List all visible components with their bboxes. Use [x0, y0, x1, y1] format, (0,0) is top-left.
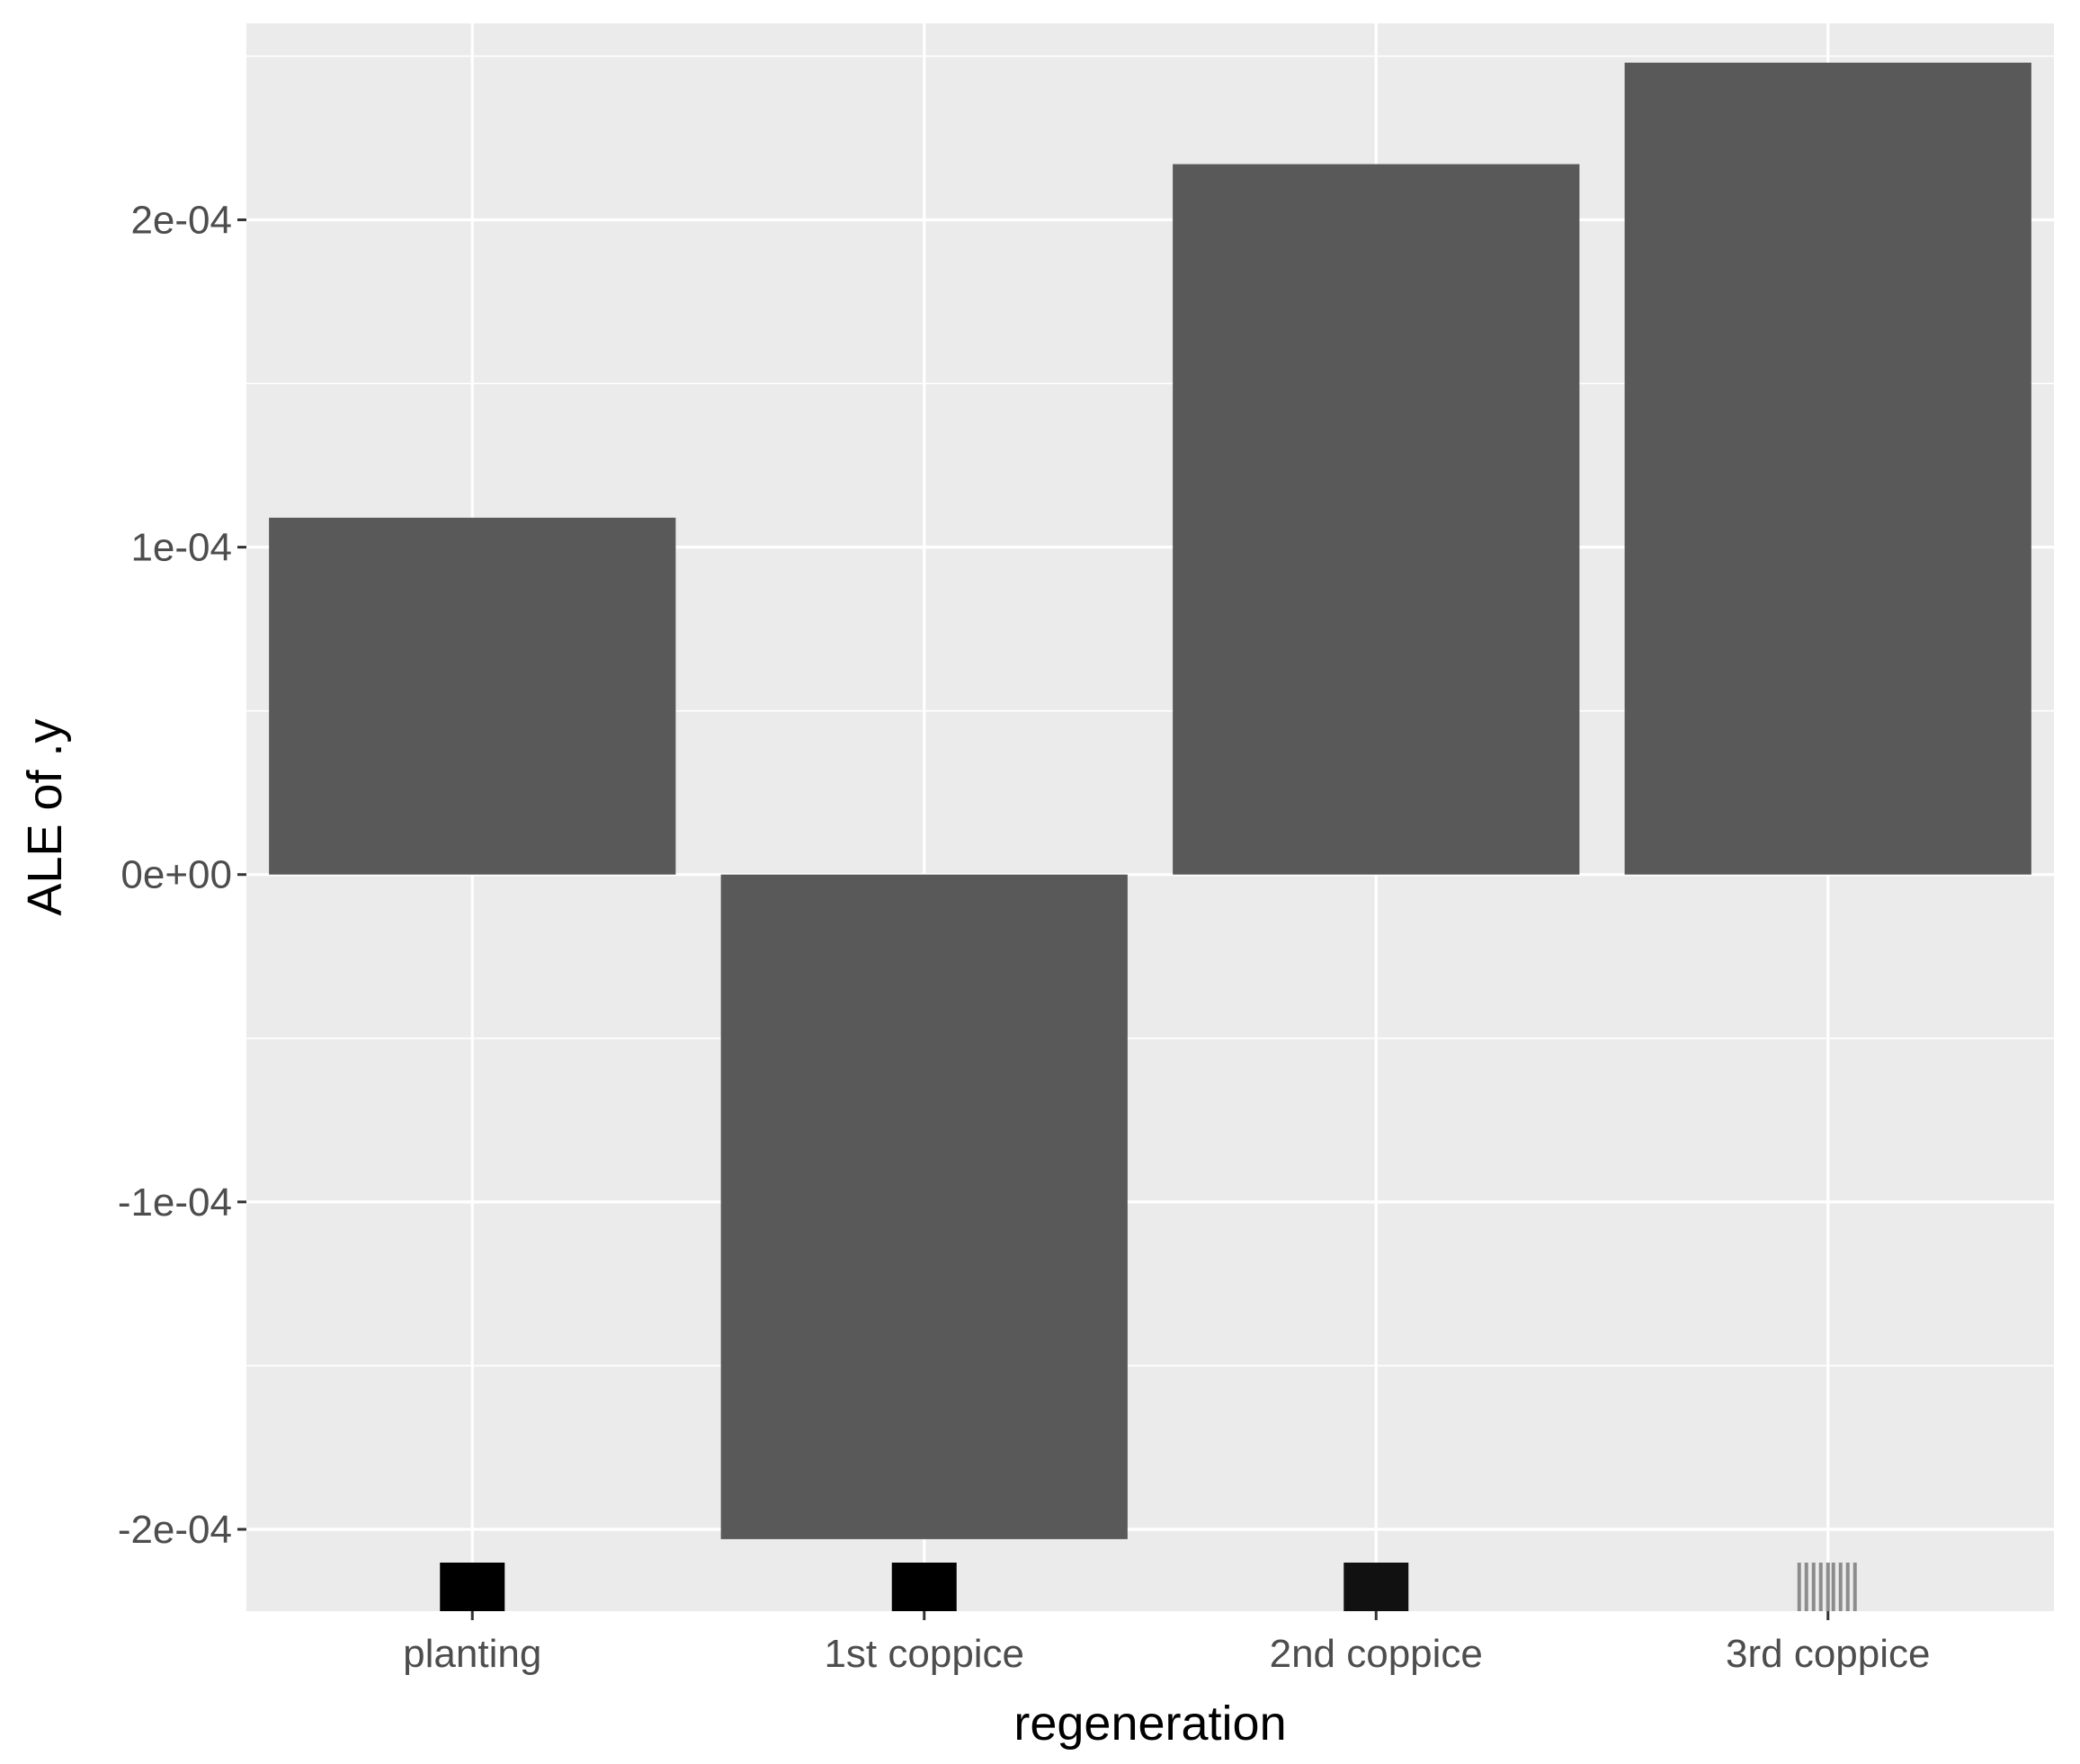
y-tick-label: 1e-04 — [130, 526, 232, 570]
x-tick-label: planting — [403, 1632, 541, 1676]
axes: -2e-04 -1e-04 0e+00 1e-04 2e-04 planting 1st c… — [118, 198, 1931, 1676]
x-tick-label: 1st coppice — [824, 1632, 1024, 1676]
bar-3rd-coppice — [1624, 62, 2031, 875]
rug-block — [891, 1563, 957, 1611]
y-tick-label: -1e-04 — [118, 1180, 232, 1225]
y-tick-label: 0e+00 — [121, 853, 232, 897]
y-axis-title: ALE of .y — [18, 718, 72, 915]
x-tick-label: 3rd coppice — [1726, 1632, 1930, 1676]
rug-block — [1344, 1563, 1409, 1611]
bar-2nd-coppice — [1173, 164, 1580, 875]
bar-planting — [269, 517, 676, 875]
rug-marks — [440, 1563, 1857, 1611]
x-tick-label: 2nd coppice — [1270, 1632, 1483, 1676]
y-tick-label: -2e-04 — [118, 1508, 232, 1552]
x-axis-title: regeneration — [1013, 1697, 1286, 1751]
y-tick-label: 2e-04 — [130, 198, 232, 242]
rug-block — [440, 1563, 505, 1611]
bar-1st-coppice — [720, 874, 1128, 1539]
bars — [269, 62, 2031, 1539]
